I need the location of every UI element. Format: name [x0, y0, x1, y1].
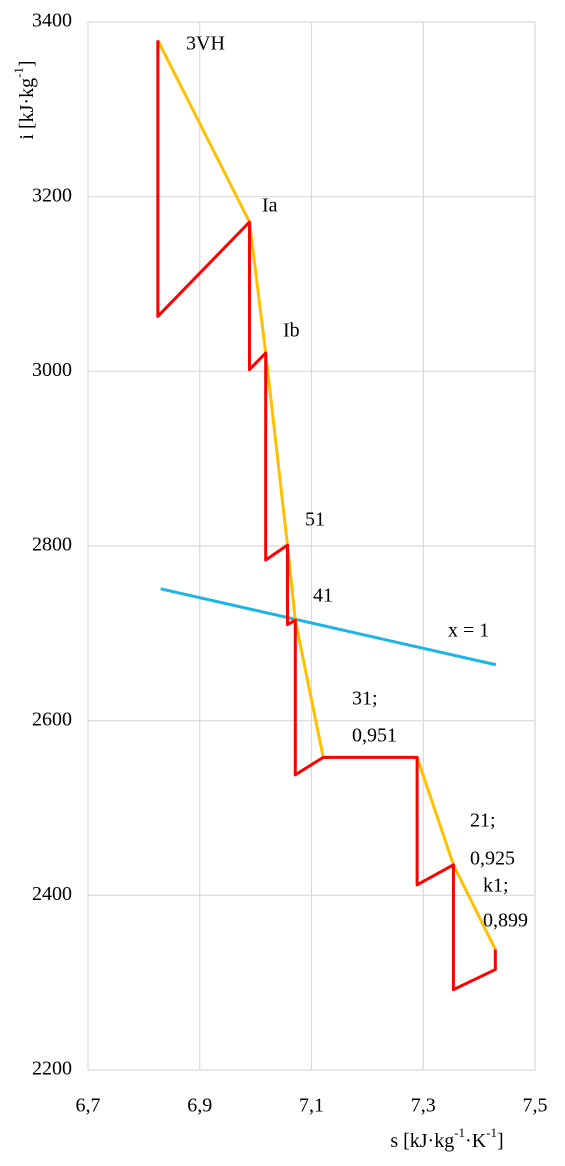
y-tick-label: 3200 — [32, 184, 72, 206]
annotation: Ib — [283, 320, 300, 342]
y-tick-label: 3400 — [32, 10, 72, 32]
annotation: Ia — [262, 195, 278, 217]
x-tick-label: 6,9 — [187, 1095, 212, 1117]
x-tick-label: 7,3 — [411, 1095, 436, 1117]
y-tick-label: 2800 — [32, 534, 72, 556]
annotation: 41 — [313, 585, 333, 607]
annotation: 3VH — [186, 33, 225, 55]
annotation: 0,951 — [352, 725, 397, 747]
y-tick-label: 2400 — [32, 883, 72, 905]
y-tick-label: 2200 — [32, 1058, 72, 1080]
x-axis-title-part: s [kJ·kg — [390, 1130, 454, 1152]
series-line — [156, 40, 497, 992]
x-axis-title-part: -1 — [486, 1125, 497, 1140]
x-axis-title-part: ] — [497, 1130, 504, 1152]
annotation: 0,925 — [470, 848, 515, 870]
annotation: 51 — [305, 509, 325, 531]
annotation: x = 1 — [448, 620, 489, 642]
y-tick-label: 2600 — [32, 708, 72, 730]
series-line — [156, 39, 497, 951]
annotation: k1; — [483, 875, 509, 897]
y-axis-title-part: ] — [16, 60, 38, 67]
y-axis-title-part: -1 — [11, 67, 26, 78]
x-axis-title-part: -1 — [454, 1125, 465, 1140]
x-tick-label: 7,1 — [299, 1095, 324, 1117]
x-tick-label: 7,5 — [523, 1095, 548, 1117]
x-tick-label: 6,7 — [76, 1095, 101, 1117]
series-line — [160, 587, 497, 667]
annotation: 31; — [352, 688, 378, 710]
x-axis-title: s [kJ·kg-1·K-1] — [390, 1125, 503, 1151]
y-tick-label: 3000 — [32, 359, 72, 381]
y-axis-title: i [kJ·kg-1] — [11, 60, 37, 139]
x-axis-title-part: ·K — [465, 1130, 487, 1152]
y-axis-title-part: i [kJ·kg — [16, 78, 38, 140]
annotation: 21; — [470, 810, 496, 832]
annotation: 0,899 — [483, 910, 528, 932]
